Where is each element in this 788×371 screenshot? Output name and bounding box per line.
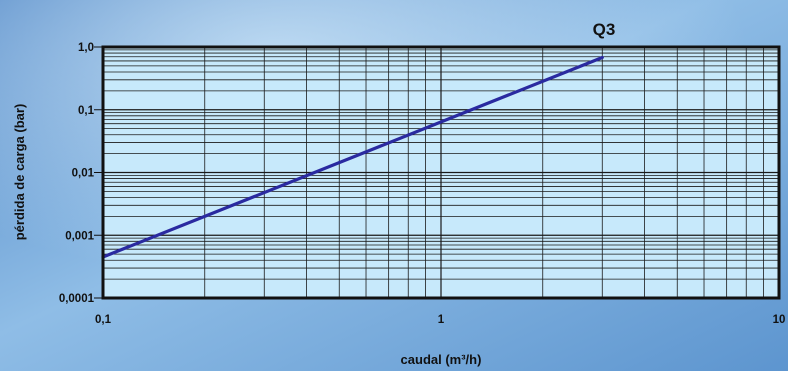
y-tick-label: 0,0001 <box>59 293 95 305</box>
y-tick-label: 0,01 <box>72 168 95 180</box>
grid <box>103 47 779 298</box>
x-axis-label: caudal (m³/h) <box>401 352 482 367</box>
y-tick-label: 0,1 <box>78 105 95 117</box>
x-tick-label: 1 <box>438 314 445 326</box>
x-tick-label: 10 <box>773 314 786 326</box>
series-layer <box>101 55 604 259</box>
y-tick-label: 1,0 <box>78 42 94 54</box>
y-axis-label: pérdida de carga (bar) <box>12 104 27 241</box>
series-line <box>101 55 604 259</box>
y-tick-label: 0,001 <box>65 230 94 242</box>
x-tick-label: 0,1 <box>95 314 112 326</box>
chart-title: Q3 <box>593 20 616 39</box>
